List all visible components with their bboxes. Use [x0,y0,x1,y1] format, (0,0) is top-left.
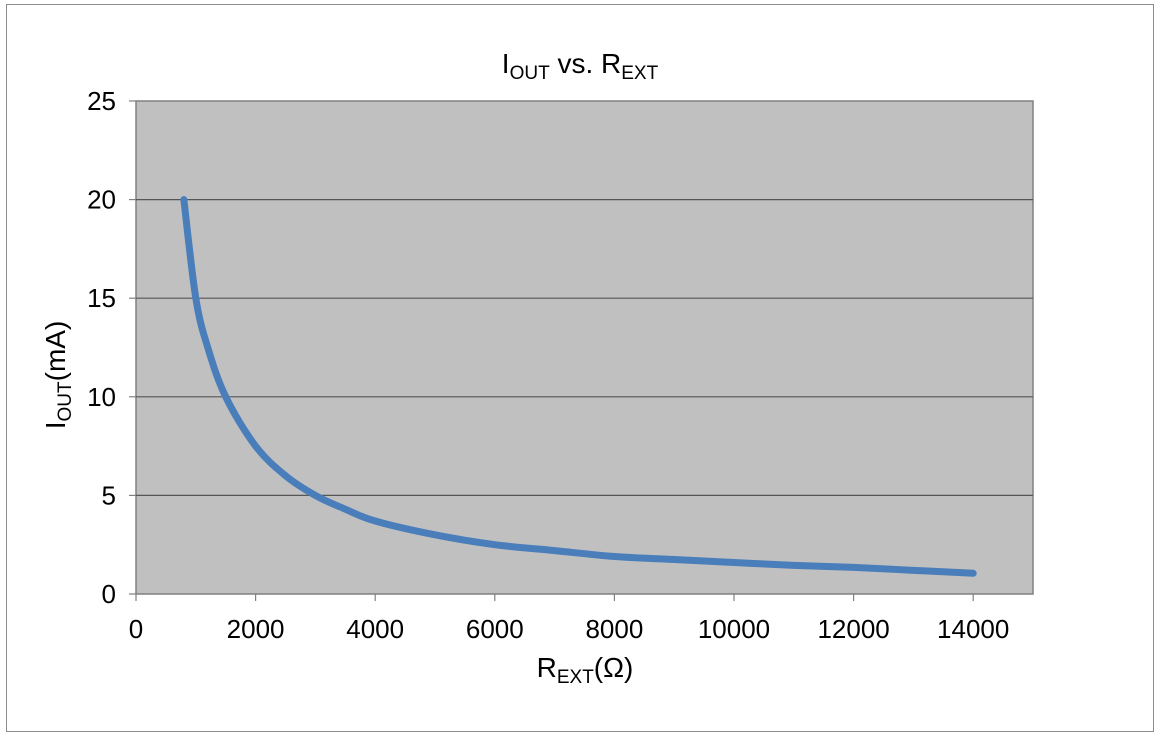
y-tick-label: 15 [87,283,116,313]
x-axis-label-main: R [537,652,557,683]
series-line [180,196,977,577]
y-axis-label-sub: OUT [55,381,76,422]
x-tick-label: 6000 [466,614,524,644]
x-tick-label: 0 [129,614,143,644]
plot-area [135,100,1034,595]
chart-frame: IOUT vs. REXT 0 5 10 15 20 25 0 2000 4000 6000 800… [6,4,1154,732]
x-tick-label: 14000 [937,614,1009,644]
y-tick-label: 20 [87,185,116,215]
chart-title-sub2: EXT [621,63,658,84]
x-tick-label: 4000 [346,614,404,644]
x-tick-label: 8000 [585,614,643,644]
chart-title-mid: vs. R [550,48,622,79]
chart-title-sub1: OUT [510,63,551,84]
y-tick-label: 0 [102,579,116,609]
x-tick-label: 2000 [227,614,285,644]
x-axis-label: REXT(Ω) [537,652,634,688]
x-tick-label: 10000 [698,614,770,644]
x-axis-label-tail: (Ω) [594,652,634,683]
series-layer [180,196,977,577]
chart-title-main: I [502,48,510,79]
y-tick-label: 25 [87,86,116,116]
x-axis-label-sub: EXT [557,667,594,688]
y-tick-label: 5 [102,480,116,510]
axes: 0 5 10 15 20 25 0 2000 4000 6000 8000 10000 12000 140… [87,86,1009,644]
y-axis-label-tail: (mA) [40,321,71,382]
y-axis-label-main: I [40,421,71,429]
x-tick-label: 12000 [817,614,889,644]
chart-title: IOUT vs. REXT [502,48,659,84]
y-axis-label: IOUT(mA) [40,321,76,430]
grid-lines [136,199,1033,496]
y-tick-label: 10 [87,382,116,412]
